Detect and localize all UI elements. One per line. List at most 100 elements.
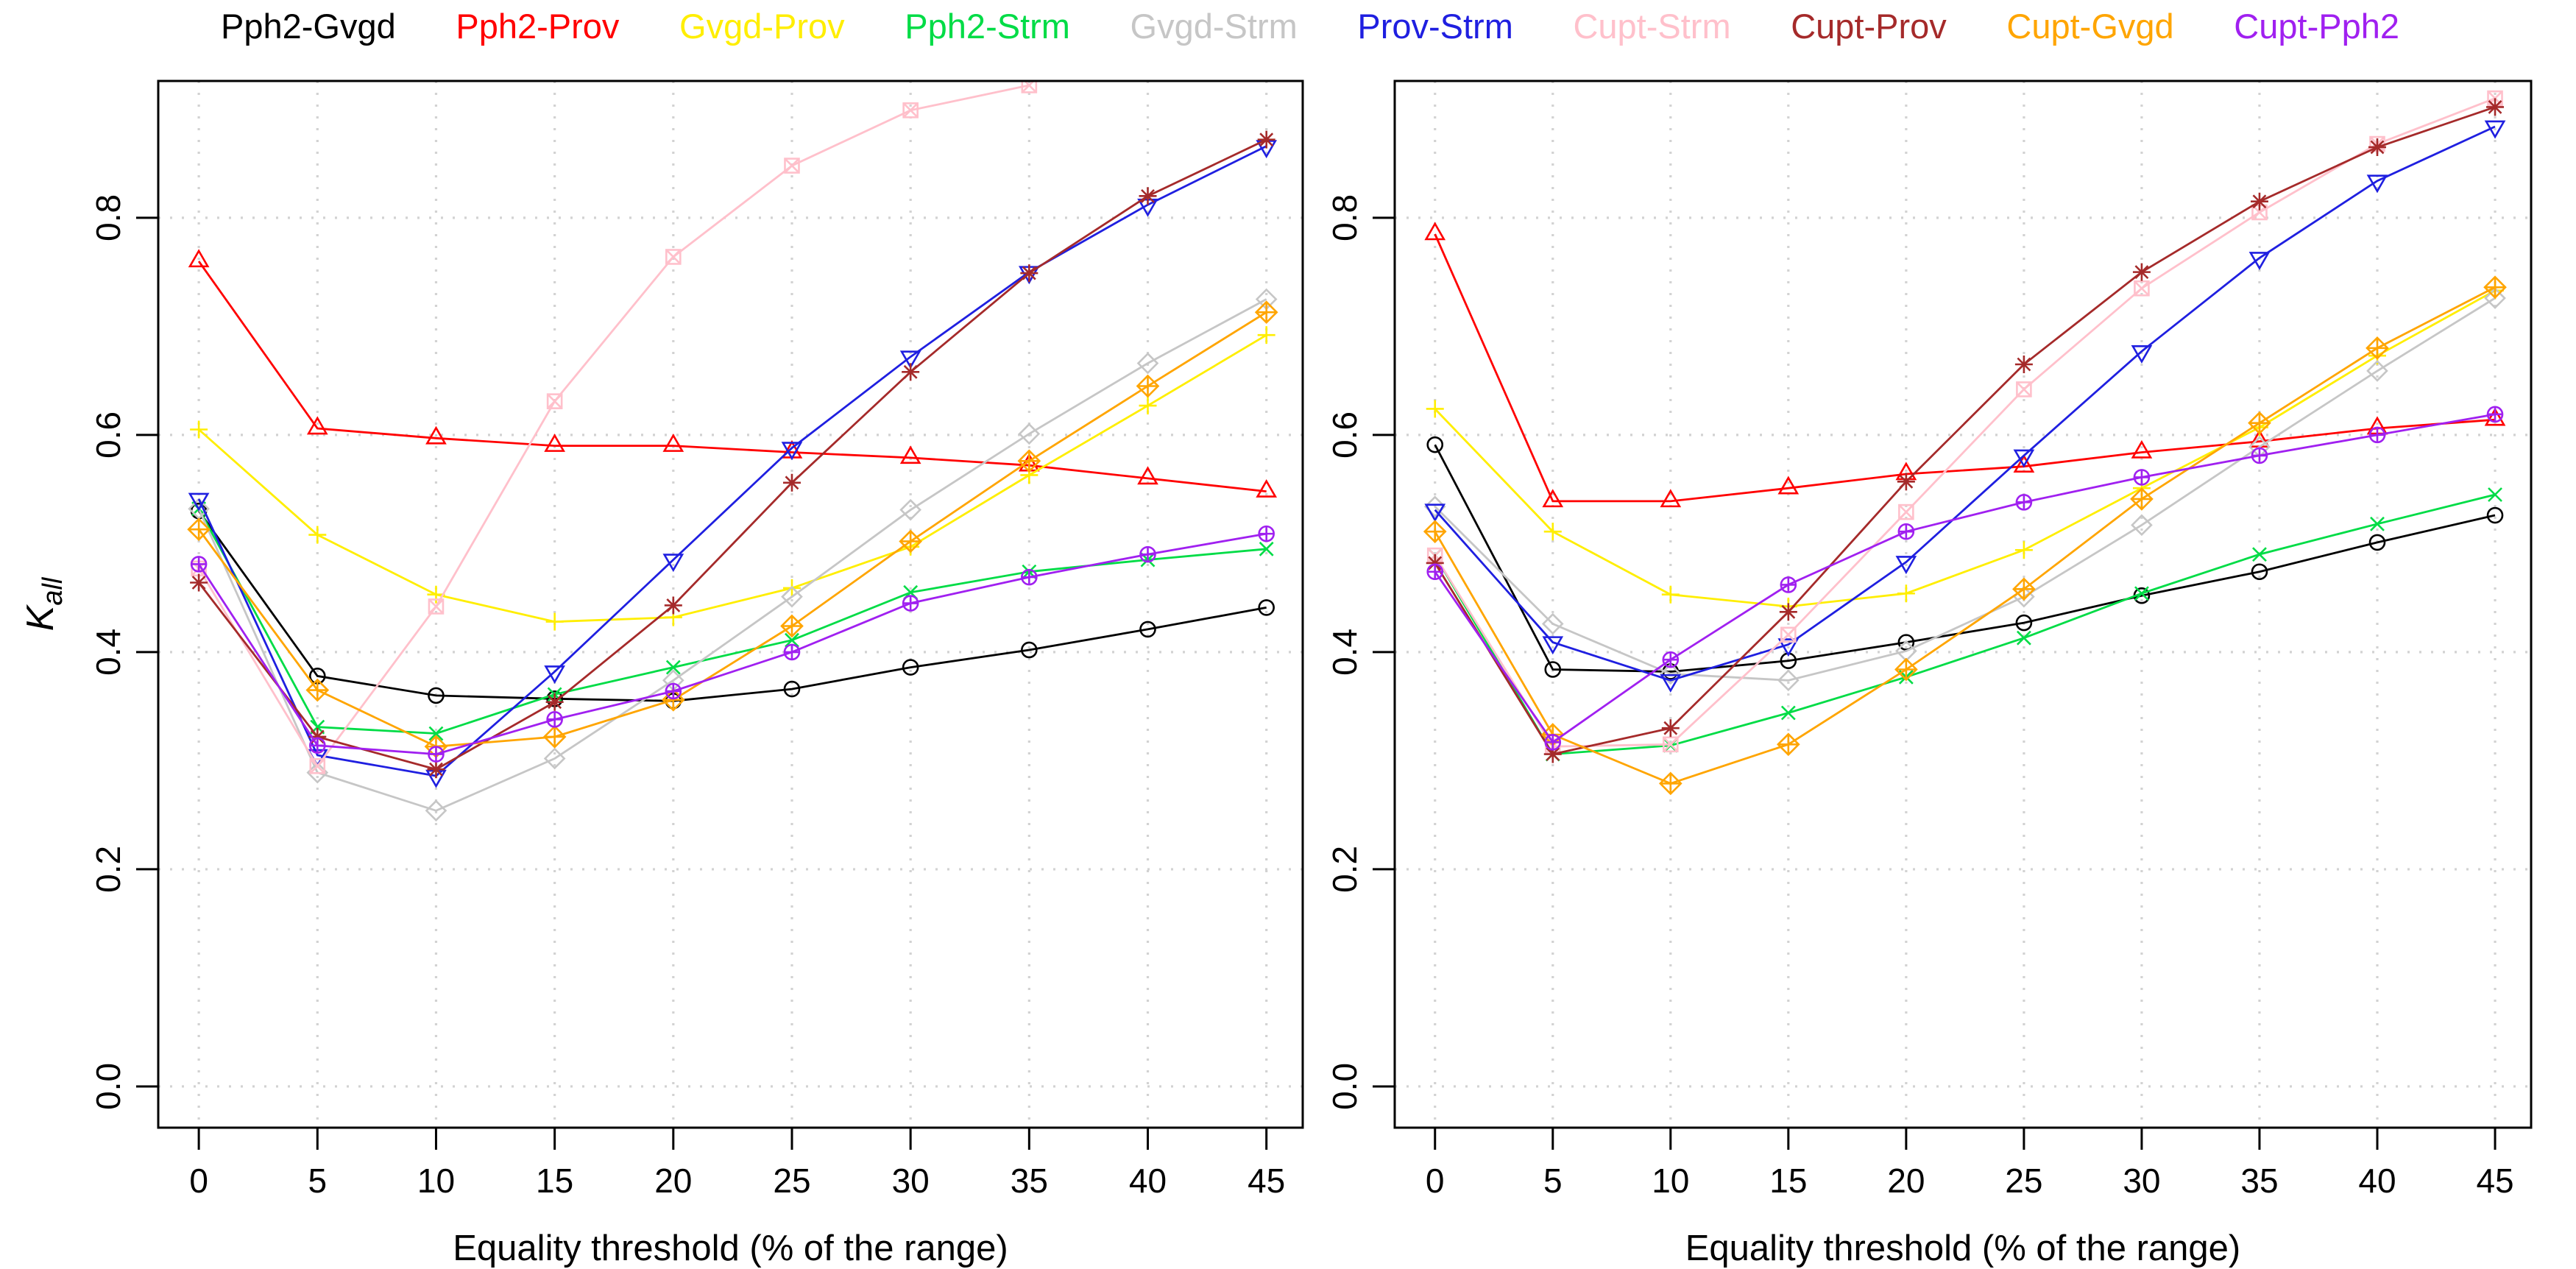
svg-text:45: 45 [2476, 1162, 2513, 1200]
data-point-marker [781, 442, 803, 461]
data-point-marker [2134, 280, 2150, 297]
data-point-marker [665, 249, 682, 265]
data-point-marker [1661, 719, 1680, 738]
data-point-marker [1541, 612, 1564, 635]
data-point-marker [1018, 423, 1041, 445]
data-point-marker [1017, 449, 1041, 473]
plot-border [1393, 79, 2533, 1129]
data-point-marker [1139, 545, 1156, 563]
legend-item-cupt-strm: Cupt-Strm [1573, 7, 1731, 46]
svg-text:40: 40 [1129, 1162, 1167, 1200]
data-point-marker [1139, 187, 1157, 205]
data-point-marker [2132, 263, 2151, 281]
data-point-marker [1776, 732, 1800, 757]
data-point-marker [1779, 603, 1797, 621]
data-point-marker [1897, 473, 1915, 491]
data-point-marker [1020, 264, 1038, 283]
data-point-marker [1661, 585, 1680, 604]
data-point-marker [1897, 584, 1915, 603]
data-point-marker [2251, 563, 2268, 581]
axis-ticks [136, 216, 1268, 1150]
data-point-marker [1895, 556, 1917, 575]
tick-labels: 0 5 10 15 20 25 30 35 40 45 0.0 0.2 0.4 0.6 0.8 [1326, 194, 2514, 1200]
data-point-marker [2488, 487, 2502, 502]
data-point-marker [1894, 657, 1918, 682]
data-point-marker [428, 687, 445, 704]
data-point-marker [785, 632, 799, 648]
data-point-marker [1660, 489, 1682, 508]
data-point-marker [2014, 356, 2033, 374]
data-point-marker [2368, 534, 2386, 551]
data-point-marker [1542, 489, 1564, 508]
data-point-marker [1254, 300, 1278, 325]
data-point-marker [1424, 222, 1446, 241]
svg-text:45: 45 [1248, 1162, 1285, 1200]
data-point-marker [2013, 449, 2035, 468]
data-point-marker [2368, 138, 2386, 156]
data-point-marker [1136, 352, 1159, 375]
data-point-marker [2484, 120, 2506, 139]
data-point-marker [2134, 586, 2149, 601]
data-point-marker [543, 747, 566, 770]
data-point-marker [1137, 466, 1158, 485]
svg-text:0.0: 0.0 [1326, 1063, 1364, 1110]
data-point-marker [1658, 771, 1682, 796]
data-point-marker [309, 757, 326, 774]
data-point-marker [188, 492, 210, 512]
svg-text:0.8: 0.8 [1326, 194, 1364, 241]
svg-text:25: 25 [773, 1162, 810, 1200]
data-point-marker [1544, 661, 1562, 678]
data-point-marker [2484, 407, 2506, 426]
svg-text:20: 20 [1887, 1162, 1925, 1200]
data-point-marker [1257, 326, 1275, 344]
data-point-marker [2486, 506, 2504, 524]
data-point-marker [2250, 192, 2268, 211]
svg-text:0.4: 0.4 [89, 629, 127, 676]
data-point-marker [1259, 541, 1274, 556]
data-point-marker [784, 158, 800, 174]
data-point-marker [546, 711, 563, 728]
series-layer [187, 81, 1278, 822]
data-point-marker [1660, 674, 1682, 693]
svg-text:5: 5 [308, 1162, 327, 1200]
data-point-marker [781, 585, 803, 608]
data-point-marker [1659, 662, 1682, 685]
data-point-marker [902, 595, 919, 612]
series-layer [1423, 90, 2507, 796]
data-point-marker [2366, 174, 2388, 194]
data-point-marker [2248, 411, 2271, 435]
data-point-marker [1544, 734, 1562, 751]
svg-text:0.0: 0.0 [89, 1063, 127, 1110]
data-point-marker [425, 425, 447, 445]
data-point-marker [2130, 487, 2154, 511]
data-point-marker [1898, 503, 1914, 520]
data-point-marker [188, 249, 210, 268]
data-point-marker [190, 573, 208, 592]
data-point-marker [2366, 360, 2388, 382]
svg-text:0.2: 0.2 [1326, 846, 1364, 893]
data-point-marker [2366, 336, 2389, 360]
data-point-marker [308, 526, 327, 544]
svg-text:0.2: 0.2 [89, 846, 127, 893]
svg-text:20: 20 [654, 1162, 692, 1200]
data-point-marker [544, 665, 565, 685]
data-point-marker [1139, 621, 1156, 638]
data-point-marker [1897, 523, 1915, 540]
data-point-marker [1780, 576, 1797, 593]
data-point-marker [1424, 503, 1446, 523]
svg-text:0: 0 [189, 1162, 208, 1200]
data-point-marker [1021, 641, 1038, 659]
data-point-marker [306, 416, 328, 435]
svg-text:15: 15 [1769, 1162, 1807, 1200]
x-axis-title: Equality threshold (% of the range) [453, 1229, 1008, 1268]
data-point-marker [2486, 406, 2504, 423]
legend-item-pph2-gvgd: Pph2-Gvgd [221, 7, 396, 46]
data-point-marker [783, 643, 801, 661]
svg-text:5: 5 [1543, 1162, 1563, 1200]
data-point-marker [1542, 636, 1564, 655]
data-point-marker [1257, 130, 1275, 149]
svg-text:40: 40 [2358, 1162, 2396, 1200]
data-point-marker [2248, 252, 2271, 271]
